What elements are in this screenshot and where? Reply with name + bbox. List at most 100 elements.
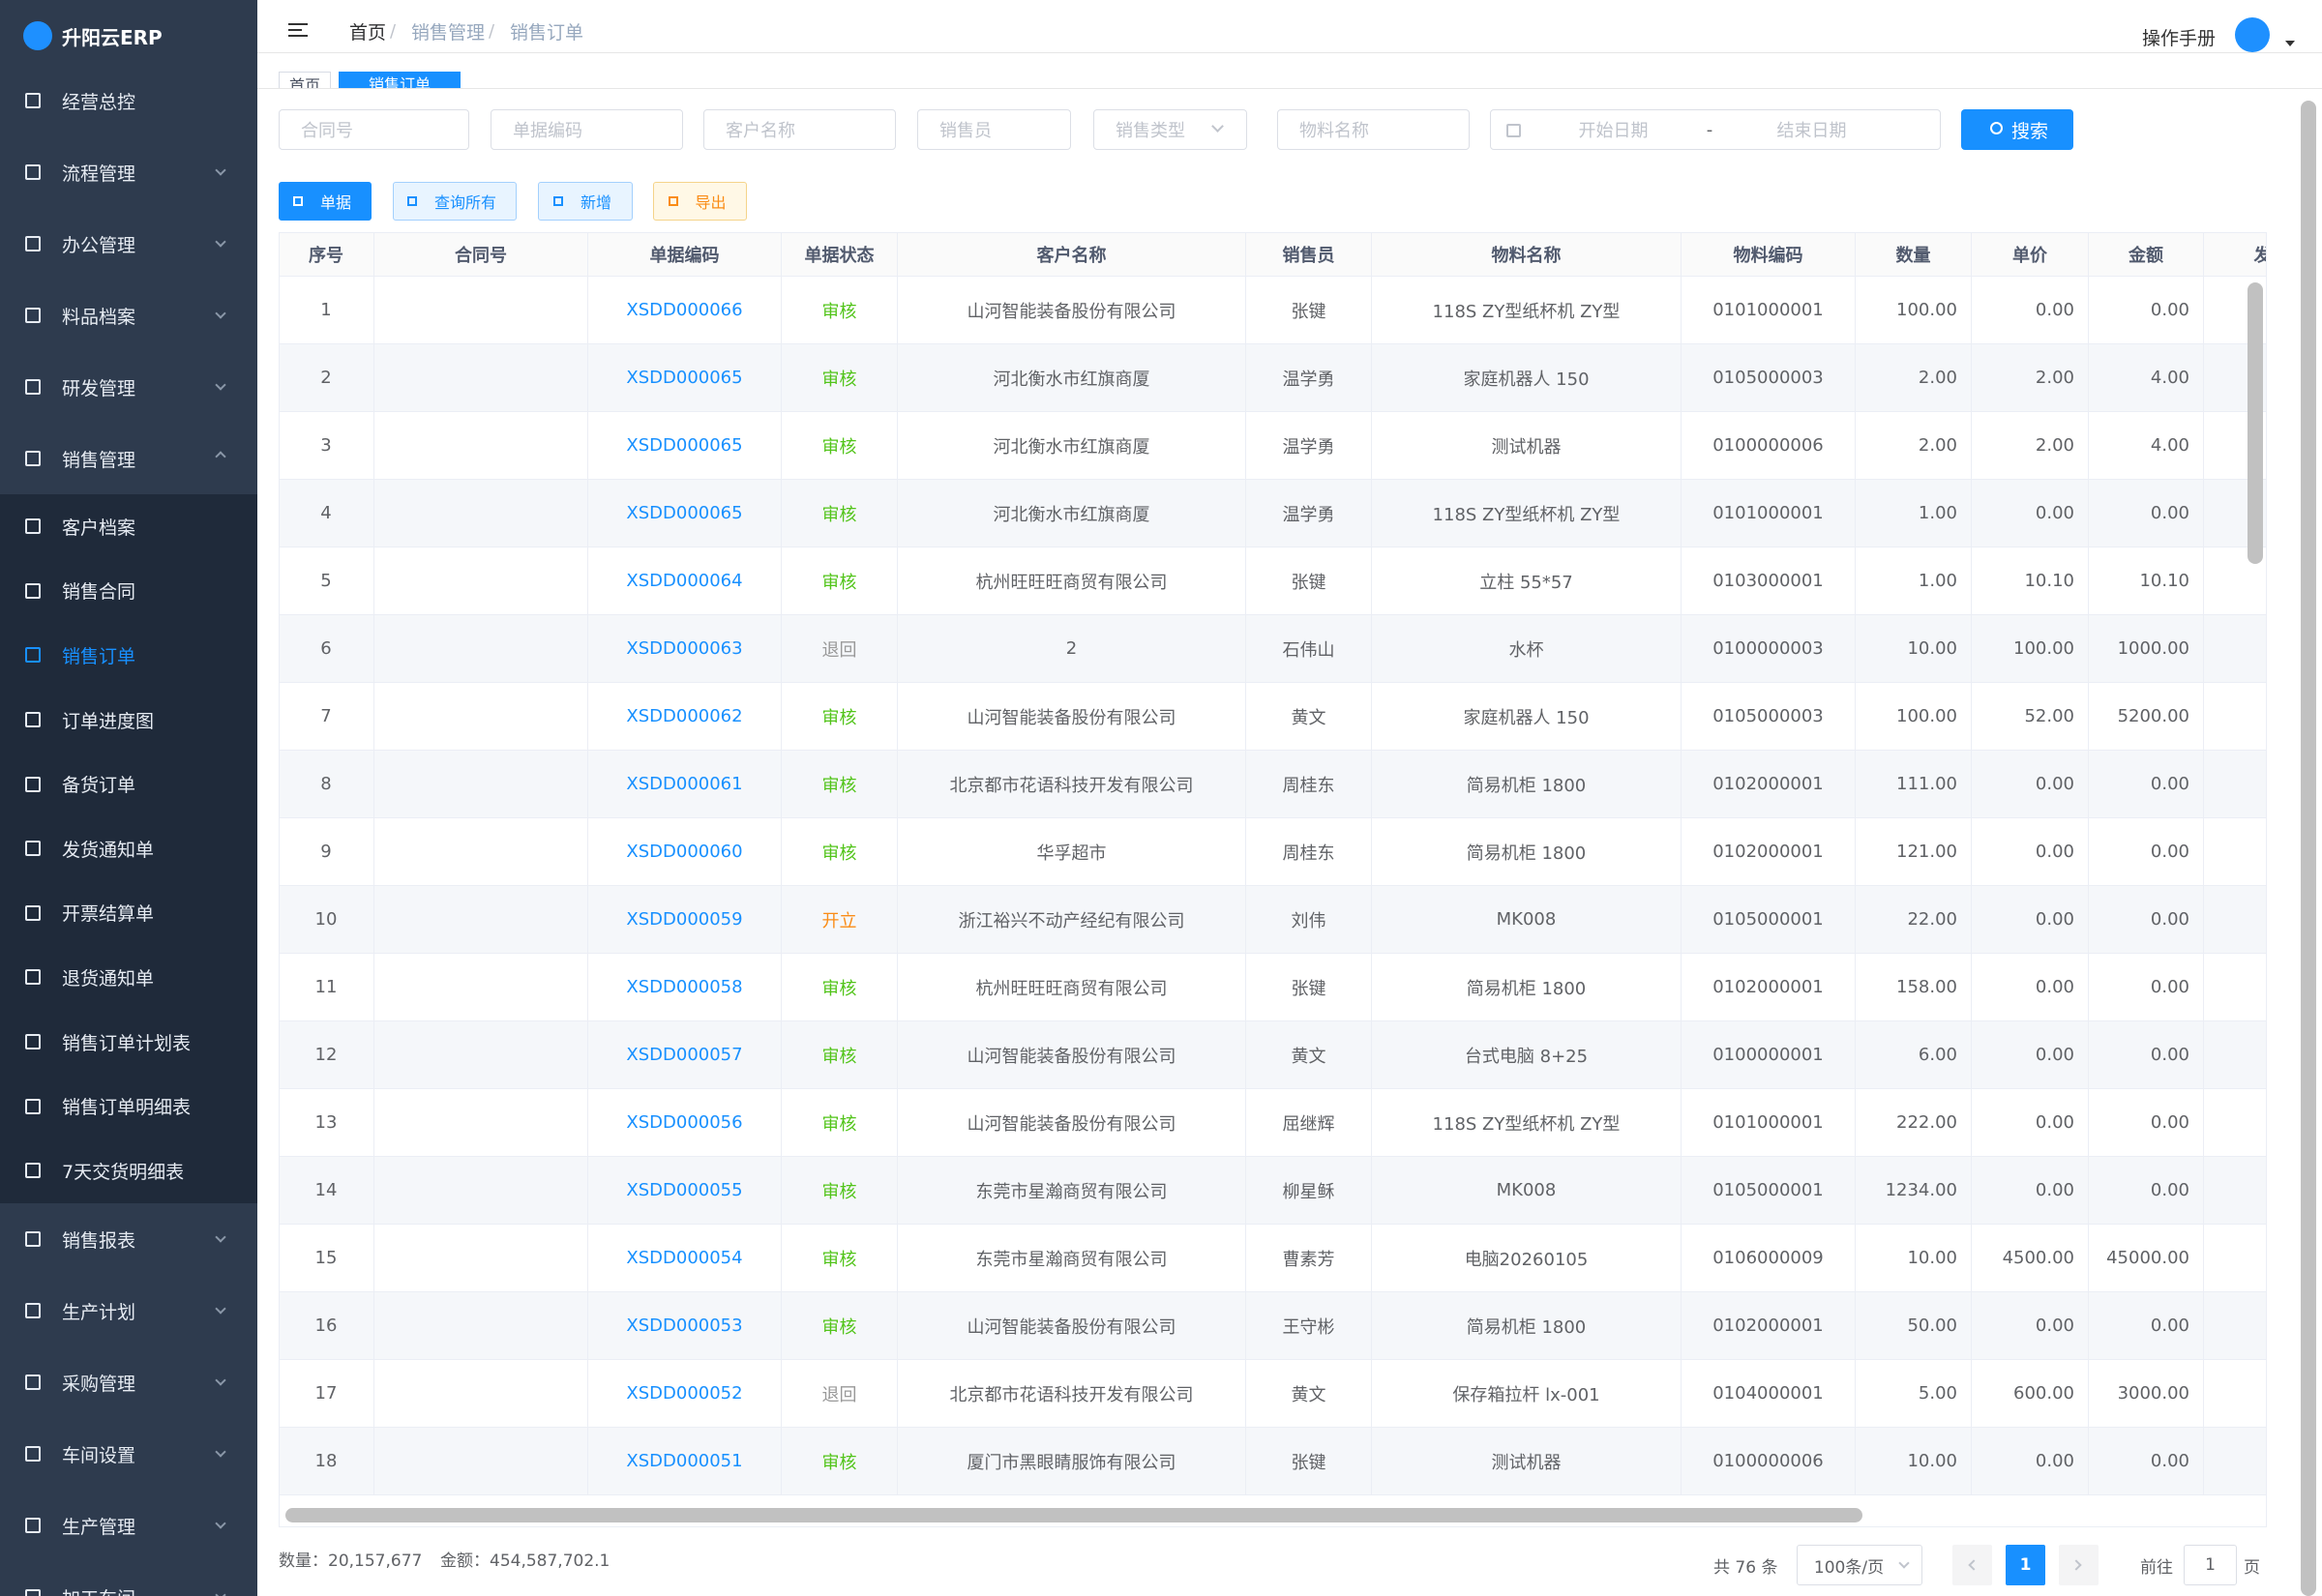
menu-item[interactable]: 销售报表	[0, 1203, 257, 1275]
table-cell: 家庭机器人 150	[1372, 344, 1682, 411]
order-link[interactable]: XSDD000065	[588, 412, 782, 479]
order-link[interactable]: XSDD000057	[588, 1021, 782, 1088]
menu-item[interactable]: 销售管理	[0, 423, 257, 494]
next-page[interactable]	[2059, 1545, 2099, 1585]
prev-page[interactable]	[1952, 1545, 1992, 1585]
page-size-select[interactable]: 100条/页	[1797, 1545, 1922, 1585]
order-link[interactable]: XSDD000060	[588, 818, 782, 885]
order-link[interactable]: XSDD000064	[588, 547, 782, 614]
column-header: 客户名称	[898, 233, 1246, 277]
table-cell: 10.10	[1972, 547, 2089, 614]
tab-active[interactable]: 销售订单	[339, 72, 461, 88]
table-cell: 简易机柜 1800	[1372, 751, 1682, 817]
submenu-item[interactable]: 7天交货明细表	[0, 1138, 257, 1203]
submenu-item[interactable]: 销售订单	[0, 623, 257, 688]
order-link[interactable]: XSDD000058	[588, 954, 782, 1020]
menu-label: 生产计划	[62, 1301, 136, 1323]
order-link[interactable]: XSDD000065	[588, 344, 782, 411]
filter-input[interactable]: 销售类型	[1093, 109, 1247, 150]
column-header: 销售员	[1246, 233, 1372, 277]
order-link[interactable]: XSDD000055	[588, 1157, 782, 1224]
order-link[interactable]: XSDD000051	[588, 1428, 782, 1494]
menu-item[interactable]: 车间设置	[0, 1418, 257, 1490]
menu-icon	[25, 841, 41, 857]
table-cell: 118S ZY型纸杯机 ZY型	[1372, 1089, 1682, 1156]
toolbar-button[interactable]: 查询所有	[393, 182, 517, 221]
table-cell: 0102000001	[1682, 818, 1856, 885]
date-start: 开始日期	[1578, 121, 1649, 141]
table-cell: 黄文	[1246, 1021, 1372, 1088]
filter-input[interactable]: 客户名称	[703, 109, 896, 150]
order-link[interactable]: XSDD000053	[588, 1292, 782, 1359]
filter-input[interactable]: 物料名称	[1277, 109, 1470, 150]
order-link[interactable]: XSDD000061	[588, 751, 782, 817]
order-link[interactable]: XSDD000065	[588, 480, 782, 547]
order-link[interactable]: XSDD000062	[588, 683, 782, 750]
menu-item[interactable]: 加工车间	[0, 1561, 257, 1596]
menu-item[interactable]: 经营总控	[0, 65, 257, 136]
table-cell	[374, 1021, 588, 1088]
menu-toggle[interactable]	[288, 23, 308, 37]
manual-link[interactable]: 操作手册	[2142, 27, 2217, 49]
order-link[interactable]: XSDD000063	[588, 615, 782, 682]
table-cell: 0100000006	[1682, 412, 1856, 479]
chevron	[215, 1518, 226, 1529]
menu-item[interactable]: 流程管理	[0, 136, 257, 208]
table-row: 15 XSDD000054 审核 东莞市星瀚商贸有限公司 曹素芳 电脑20260105 01…	[280, 1225, 2266, 1292]
toolbar-button[interactable]: 导出	[653, 182, 747, 221]
filter-input[interactable]: 合同号	[279, 109, 469, 150]
submenu-item[interactable]: 发货通知单	[0, 816, 257, 881]
search-button[interactable]: 搜索	[1961, 109, 2073, 150]
table-cell	[374, 277, 588, 343]
table-cell: 100.00	[1856, 683, 1972, 750]
toolbar-button[interactable]: 新增	[538, 182, 633, 221]
table-cell: 5200.00	[2089, 683, 2204, 750]
goto-input[interactable]: 1	[2184, 1545, 2237, 1585]
submenu-item[interactable]: 备货订单	[0, 752, 257, 816]
menu-label: 办公管理	[62, 234, 136, 256]
menu-item[interactable]: 生产计划	[0, 1275, 257, 1346]
table-cell: MK008	[1372, 1157, 1682, 1224]
menu-label: 发货通知单	[62, 839, 155, 861]
table-cell: 审核	[782, 1292, 898, 1359]
breadcrumb-item[interactable]: 首页	[349, 21, 387, 44]
menu-label: 销售订单	[62, 645, 136, 667]
goto-label: 前往	[2140, 1557, 2173, 1578]
submenu-item[interactable]: 客户档案	[0, 494, 257, 559]
order-link[interactable]: XSDD000054	[588, 1225, 782, 1291]
placeholder: 单据编码	[513, 121, 582, 141]
table-cell: 22.00	[1856, 886, 1972, 953]
avatar[interactable]	[2235, 17, 2270, 52]
page-number[interactable]: 1	[2006, 1545, 2045, 1585]
order-link[interactable]: XSDD000052	[588, 1360, 782, 1427]
filter-input[interactable]: 单据编码	[491, 109, 683, 150]
submenu-item[interactable]: 订单进度图	[0, 687, 257, 753]
toolbar-button[interactable]: 单据	[279, 182, 372, 221]
tab[interactable]: 首页	[279, 72, 331, 88]
menu-item[interactable]: 办公管理	[0, 208, 257, 280]
menu-item[interactable]: 研发管理	[0, 351, 257, 423]
table-cell: 审核	[782, 1225, 898, 1291]
table-cell: 1	[280, 277, 374, 343]
submenu-item[interactable]: 退货通知单	[0, 945, 257, 1010]
table-cell: 0100000003	[1682, 615, 1856, 682]
order-link[interactable]: XSDD000066	[588, 277, 782, 343]
table-cell: 6	[280, 615, 374, 682]
menu-label: 研发管理	[62, 377, 136, 399]
breadcrumb-sep: /	[390, 20, 397, 42]
menu-item[interactable]: 采购管理	[0, 1346, 257, 1418]
submenu-item[interactable]: 销售合同	[0, 558, 257, 624]
menu-item[interactable]: 料品档案	[0, 280, 257, 351]
order-link[interactable]: XSDD000059	[588, 886, 782, 953]
menu-item[interactable]: 生产管理	[0, 1490, 257, 1561]
breadcrumb-item[interactable]: 销售管理	[411, 21, 486, 44]
date-range[interactable]: 开始日期 - 结束日期	[1490, 109, 1941, 150]
filter-input[interactable]: 销售员	[917, 109, 1071, 150]
submenu-item[interactable]: 销售订单明细表	[0, 1074, 257, 1138]
table-cell	[374, 547, 588, 614]
order-link[interactable]: XSDD000056	[588, 1089, 782, 1156]
submenu-item[interactable]: 开票结算单	[0, 880, 257, 946]
submenu-item[interactable]: 销售订单计划表	[0, 1009, 257, 1075]
table-cell	[374, 1089, 588, 1156]
placeholder: 客户名称	[726, 121, 795, 141]
